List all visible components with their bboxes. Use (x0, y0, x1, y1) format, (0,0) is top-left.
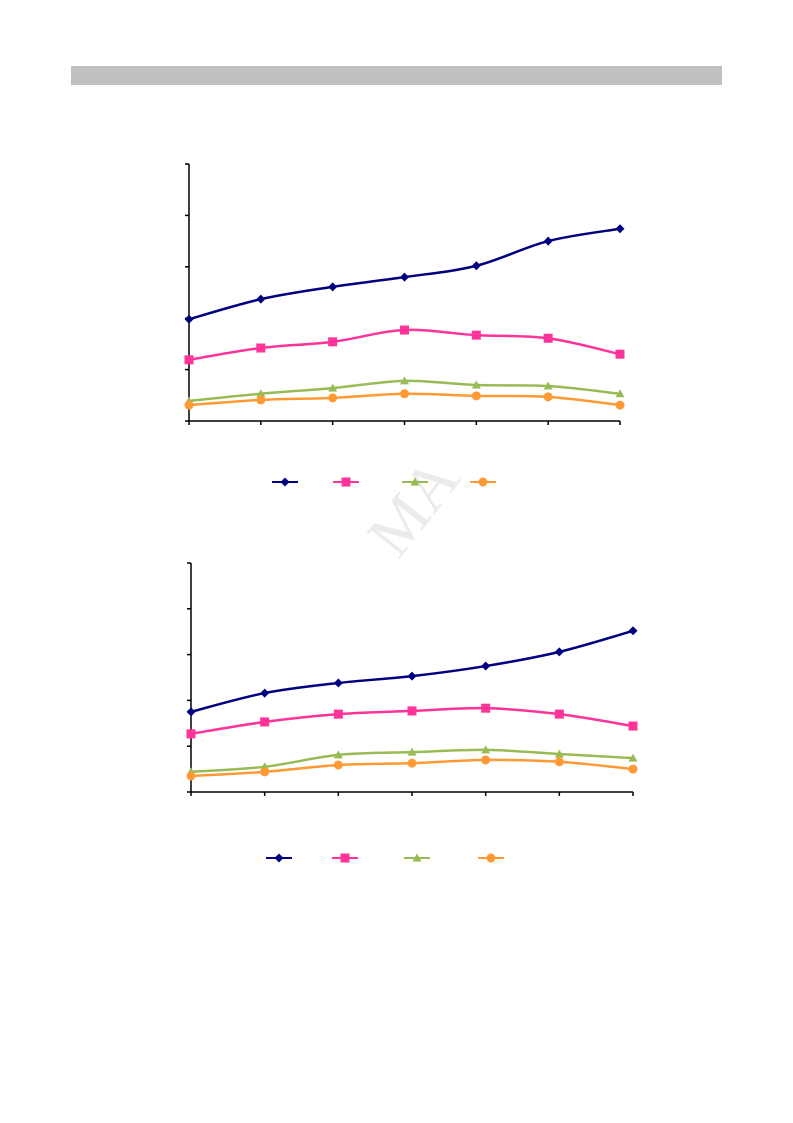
marker (400, 376, 409, 385)
series-line (190, 629, 634, 714)
marker (615, 400, 625, 410)
marker (481, 755, 491, 765)
legend-marker (340, 853, 350, 863)
marker (615, 349, 625, 359)
marker (256, 294, 266, 304)
marker (328, 383, 338, 392)
legend-marker (486, 853, 496, 863)
marker (333, 678, 343, 688)
marker (628, 764, 638, 774)
watermark: MA (353, 444, 472, 569)
marker (543, 236, 553, 246)
marker (256, 389, 266, 398)
legend-marker (341, 477, 351, 487)
marker (628, 721, 638, 731)
legend-marker (274, 853, 284, 863)
marker (400, 272, 409, 282)
marker (554, 757, 564, 767)
marker (260, 767, 270, 777)
marker (628, 753, 638, 762)
marker (481, 661, 491, 671)
marker (400, 325, 409, 335)
marker (407, 758, 417, 768)
marker (554, 709, 564, 719)
marker (400, 389, 409, 399)
marker (256, 395, 266, 405)
marker (260, 717, 270, 727)
marker (554, 749, 564, 758)
marker (615, 224, 625, 234)
marker (186, 707, 196, 717)
marker (333, 709, 343, 719)
marker (471, 380, 481, 389)
marker (471, 261, 481, 271)
marker (481, 745, 491, 754)
legend-marker (412, 853, 422, 862)
marker (407, 747, 417, 756)
marker (333, 760, 343, 770)
marker (328, 337, 338, 347)
marker (471, 330, 481, 340)
marker (186, 771, 196, 781)
marker (328, 282, 338, 292)
marker (186, 729, 196, 739)
marker (407, 706, 417, 716)
marker (554, 647, 564, 657)
marker (471, 391, 481, 401)
marker (628, 626, 638, 636)
marker (256, 343, 266, 353)
marker (407, 671, 417, 681)
marker (615, 389, 625, 398)
legend-marker (280, 477, 290, 487)
header-bar (71, 66, 722, 85)
marker (184, 314, 194, 324)
marker (260, 688, 270, 698)
marker (543, 392, 553, 402)
legend-marker (410, 477, 420, 486)
legend-marker (478, 477, 488, 487)
marker (481, 703, 491, 713)
marker (184, 355, 194, 365)
marker (328, 393, 338, 403)
marker (543, 381, 553, 390)
marker (543, 333, 553, 343)
marker (333, 750, 343, 759)
marker (184, 400, 194, 410)
